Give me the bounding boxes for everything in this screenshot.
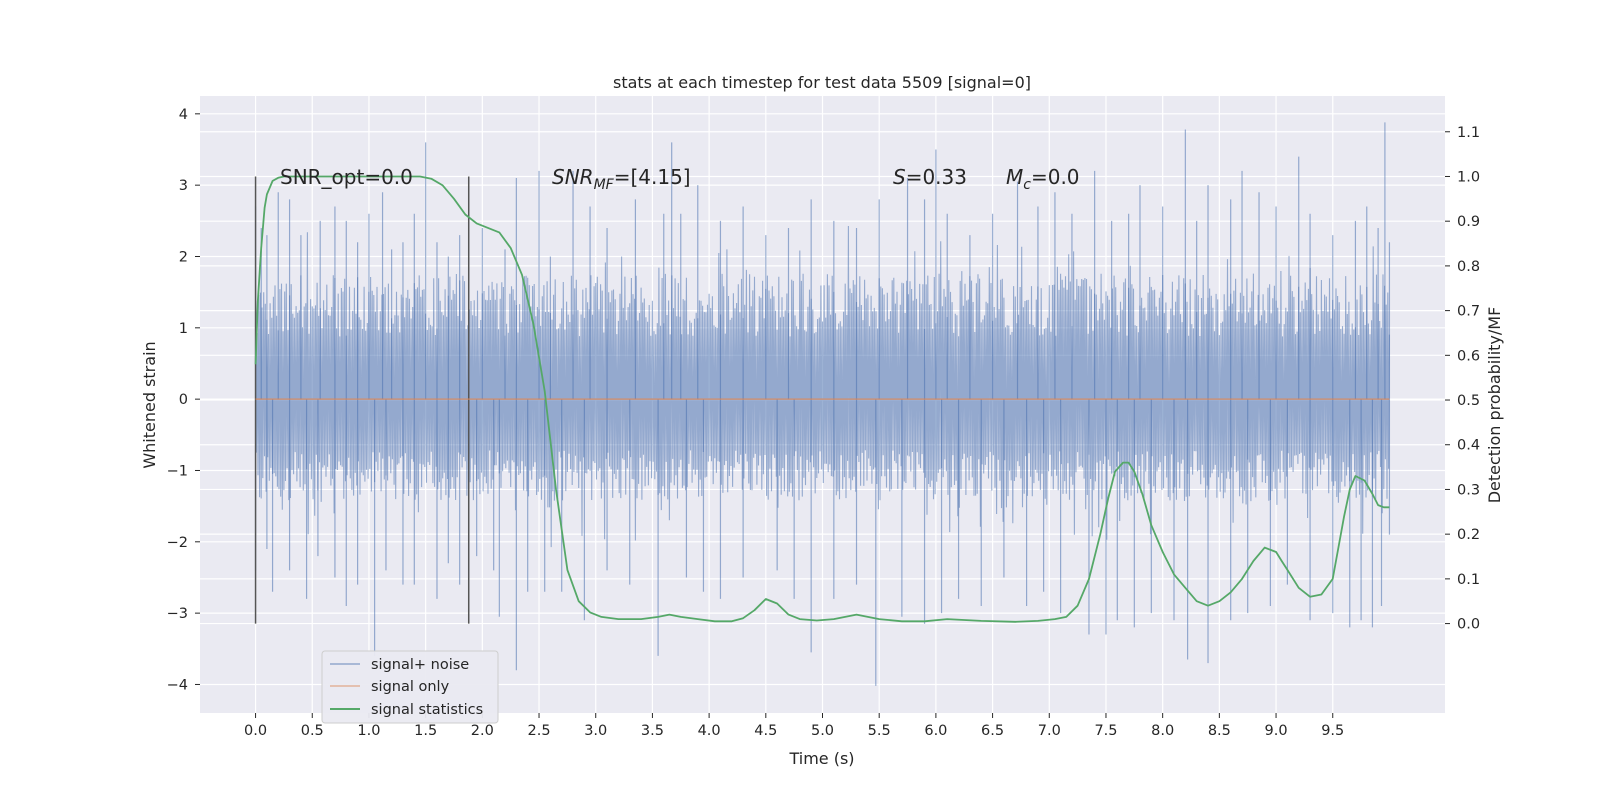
noise-waveform	[255, 225, 1390, 548]
x-tick-label: 7.0	[1038, 723, 1061, 739]
y2-tick-label: 0.2	[1457, 527, 1480, 543]
y2-tick-label: 1.0	[1457, 169, 1480, 185]
x-tick-label: 1.0	[357, 723, 380, 739]
x-tick-label: 6.5	[981, 723, 1004, 739]
noise-series	[254, 122, 1391, 686]
y2-tick-label: 0.3	[1457, 482, 1480, 498]
x-tick-label: 2.0	[471, 723, 494, 739]
y2-tick-label: 0.9	[1457, 214, 1480, 230]
y-tick-label: −2	[167, 535, 188, 551]
y-axis-label: Whitened strain	[140, 341, 159, 468]
y2-tick-label: 0.0	[1457, 617, 1480, 633]
annotation-s: S=0.33	[893, 165, 967, 189]
y2-tick-label: 0.1	[1457, 572, 1480, 588]
x-tick-label: 9.5	[1321, 723, 1344, 739]
x-tick-label: 3.5	[641, 723, 664, 739]
y-tick-label: 4	[179, 107, 188, 123]
y-tick-label: 3	[179, 178, 188, 194]
x-tick-label: 6.0	[924, 723, 947, 739]
x-tick-label: 5.5	[868, 723, 891, 739]
y2-axis-label: Detection probability/MF	[1485, 307, 1504, 504]
x-tick-label: 9.0	[1265, 723, 1288, 739]
y-tick-label: 0	[179, 392, 188, 408]
annotation-snr-mf: SNRMF=[4.15]	[552, 165, 691, 193]
y-tick-label: −3	[167, 606, 188, 622]
y2-tick-label: 0.7	[1457, 304, 1480, 320]
legend-label-signal: signal only	[371, 679, 450, 695]
annotation-mc: Mc=0.0	[1006, 165, 1080, 193]
signal-statistics-series	[254, 175, 1390, 623]
legend-label-stats: signal statistics	[371, 702, 483, 718]
legend-box	[321, 650, 499, 724]
y2-tick-label: 0.6	[1457, 348, 1480, 364]
x-tick-label: 3.0	[584, 723, 607, 739]
legend-label-noise: signal+ noise	[371, 657, 469, 673]
legend: signal+ noise signal only signal statist…	[321, 650, 499, 724]
y2-tick-label: 0.8	[1457, 259, 1480, 275]
x-tick-label: 8.5	[1208, 723, 1231, 739]
x-tick-label: 0.0	[244, 723, 267, 739]
x-tick-label: 1.5	[414, 723, 437, 739]
x-tick-label: 8.0	[1151, 723, 1174, 739]
signal-statistics-line	[254, 175, 1390, 623]
x-tick-label: 0.5	[301, 723, 324, 739]
x-axis-label: Time (s)	[788, 749, 854, 768]
y-tick-label: 1	[179, 321, 188, 337]
chart-title: stats at each timestep for test data 550…	[613, 73, 1031, 92]
axis-ticks: 0.0 0.5 1.0 1.5 2.0 2.5 3.0 3.5 4.0 4.5 5.0 5.5 6.0 6…	[167, 107, 1480, 739]
x-tick-label: 4.0	[698, 723, 721, 739]
x-tick-label: 4.5	[754, 723, 777, 739]
annotation-snr-opt: SNR_opt=0.0	[280, 165, 413, 189]
y-tick-label: −1	[167, 463, 188, 479]
y-tick-label: 2	[179, 249, 188, 265]
x-tick-label: 2.5	[527, 723, 550, 739]
x-tick-label: 7.5	[1094, 723, 1117, 739]
y2-tick-label: 1.1	[1457, 125, 1480, 141]
marker-lines	[254, 176, 470, 624]
y-tick-label: −4	[167, 677, 188, 693]
y2-tick-label: 0.4	[1457, 438, 1480, 454]
x-tick-label: 5.0	[811, 723, 834, 739]
y2-tick-label: 0.5	[1457, 393, 1480, 409]
